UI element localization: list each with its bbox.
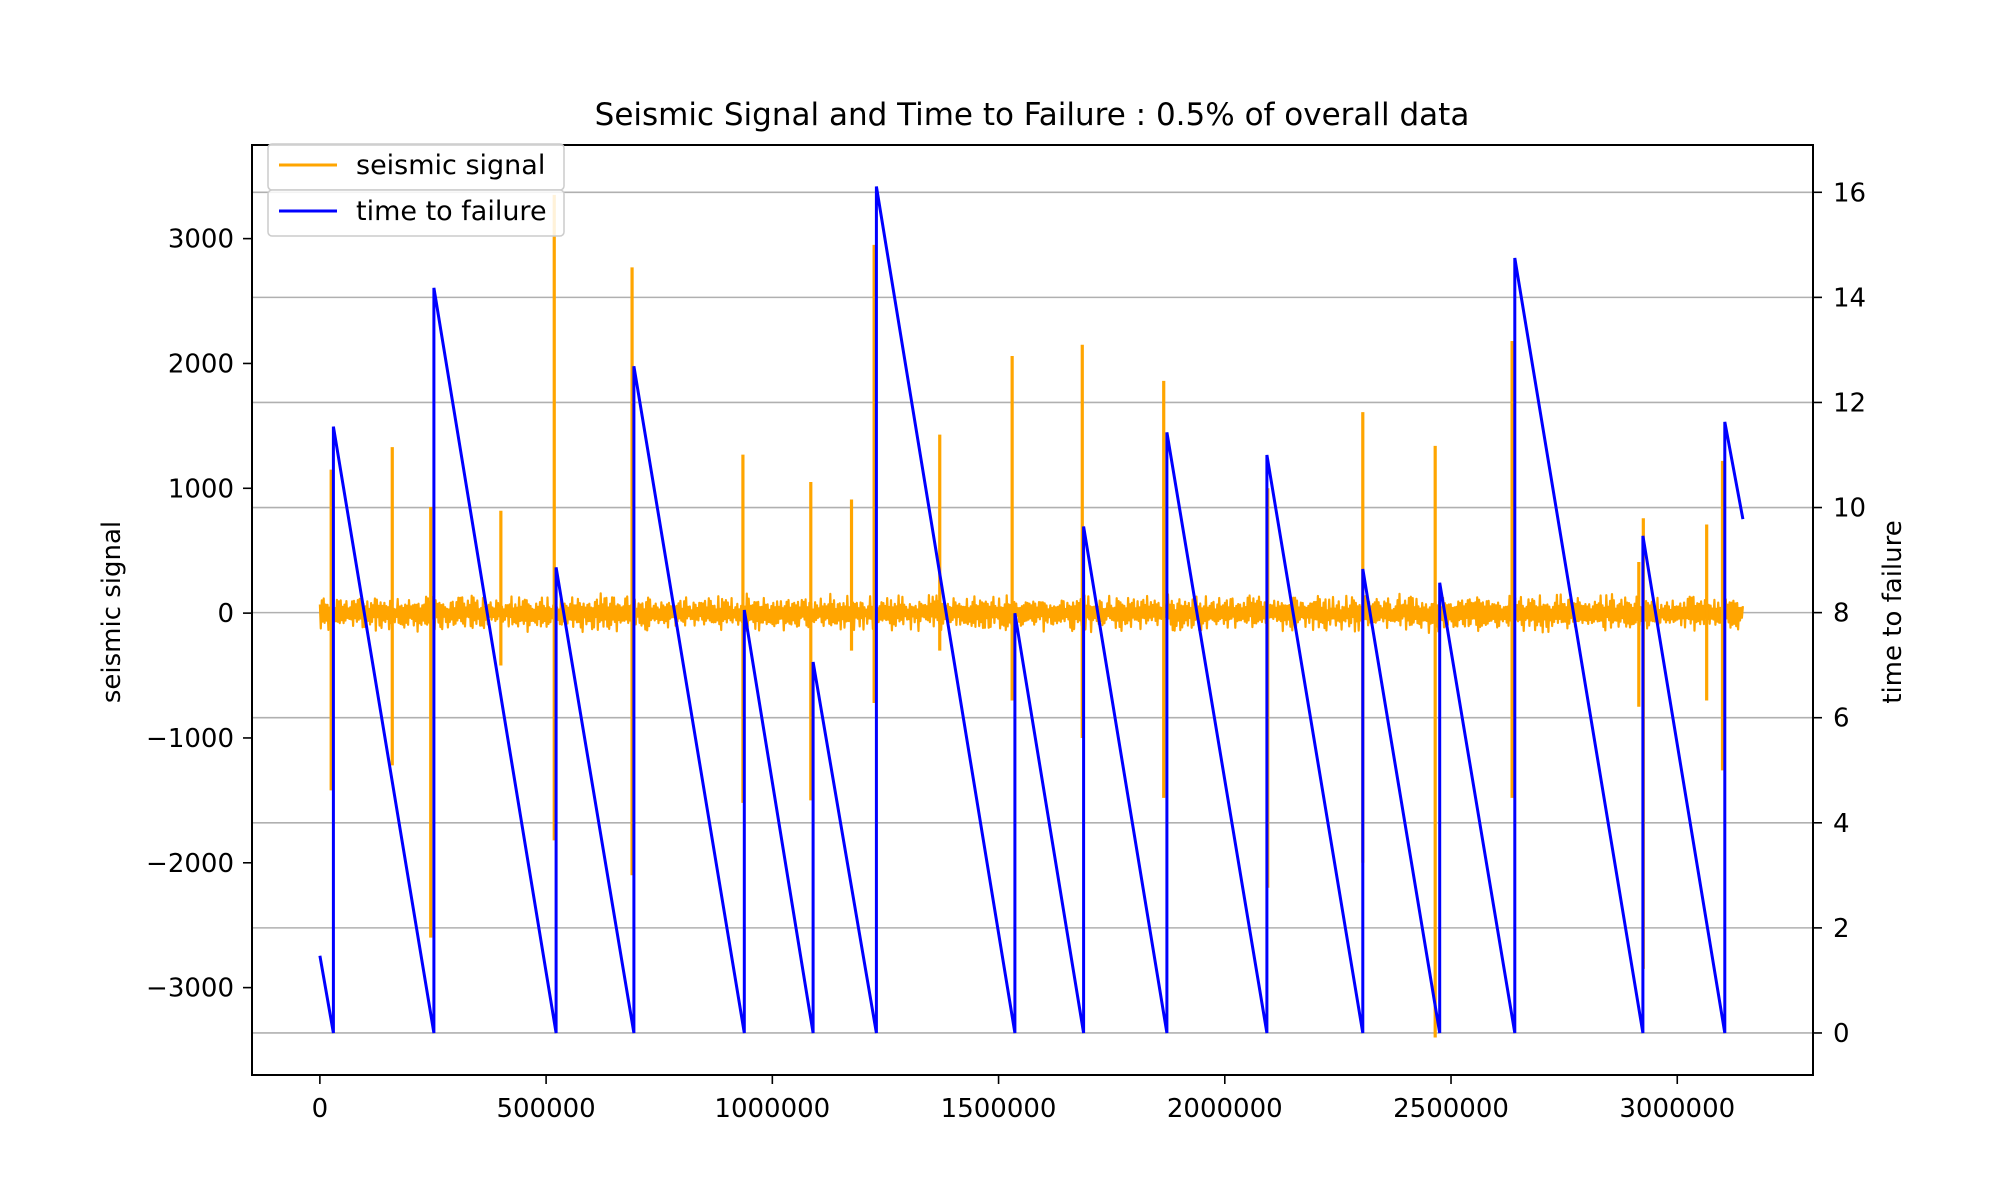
right-y-tick-label: 2 [1833, 914, 1850, 944]
plot-area [318, 186, 1745, 1038]
seismic-signal-layer [318, 194, 1744, 1038]
x-tick-label: 2500000 [1393, 1094, 1509, 1124]
left-y-tick-label: −1000 [146, 724, 234, 754]
left-y-tick-label: −3000 [146, 974, 234, 1004]
left-y-axis-label: seismic signal [97, 521, 127, 703]
right-y-tick-label: 8 [1833, 599, 1850, 629]
time-to-failure-layer [318, 186, 1745, 1034]
right-y-tick-label: 16 [1833, 178, 1866, 208]
right-y-tick-label: 12 [1833, 388, 1866, 418]
right-y-tick-label: 0 [1833, 1019, 1850, 1049]
x-tick-label: 500000 [496, 1094, 595, 1124]
right-y-tick-label: 4 [1833, 809, 1850, 839]
right-y-tick-label: 6 [1833, 704, 1850, 734]
legend-box-ttf [267, 189, 565, 237]
x-tick-label: 1500000 [941, 1094, 1057, 1124]
chart-title: Seismic Signal and Time to Failure : 0.5… [595, 97, 1470, 133]
x-axis: 0 500000 1000000 1500000 2000000 2500000 30000… [312, 1075, 1735, 1124]
right-y-tick-label: 10 [1833, 494, 1866, 524]
legend-label-seismic-signal: seismic signal [356, 150, 545, 181]
right-y-tick-label: 14 [1833, 283, 1866, 313]
x-tick-label: 2000000 [1167, 1094, 1283, 1124]
x-tick-label: 3000000 [1619, 1094, 1735, 1124]
right-y-axis: 0 2 4 6 8 10 12 14 16 [1813, 178, 1866, 1049]
left-y-tick-label: 2000 [168, 349, 234, 379]
legend: seismic signal time to failure [267, 143, 565, 237]
x-tick-label: 1000000 [714, 1094, 830, 1124]
x-tick-label: 0 [312, 1094, 329, 1124]
left-y-tick-label: 0 [217, 599, 234, 629]
right-y-axis-label: time to failure [1878, 520, 1908, 704]
left-y-axis: −3000 −2000 −1000 0 1000 2000 3000 [146, 225, 252, 1004]
time-to-failure-line [318, 186, 1745, 1034]
legend-label-time-to-failure: time to failure [356, 196, 547, 227]
left-y-tick-label: 1000 [168, 474, 234, 504]
left-y-tick-label: −2000 [146, 849, 234, 879]
plot-frame [251, 144, 1814, 1076]
left-y-tick-label: 3000 [168, 225, 234, 255]
